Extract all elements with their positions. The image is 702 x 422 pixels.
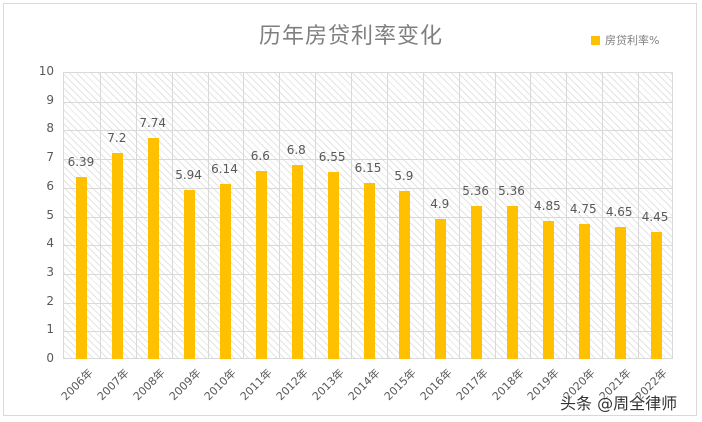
- bar: [614, 226, 626, 359]
- bar: [291, 164, 303, 359]
- gridline-vertical: [602, 73, 604, 358]
- gridline-vertical: [207, 73, 209, 358]
- gridline-vertical: [494, 73, 496, 358]
- y-tick-label: 0: [46, 351, 54, 365]
- legend-label: 房贷利率%: [605, 34, 660, 47]
- bar: [507, 206, 519, 359]
- bar: [255, 170, 267, 359]
- data-label: 6.15: [354, 161, 382, 176]
- data-label: 5.94: [175, 167, 202, 182]
- data-label: 4.65: [605, 204, 633, 219]
- gridline-vertical: [99, 73, 101, 358]
- y-tick-label: 1: [46, 322, 54, 337]
- plot-area: [63, 72, 673, 359]
- bar: [112, 153, 124, 359]
- data-label: 4.85: [534, 198, 561, 213]
- gridline-vertical: [351, 73, 353, 358]
- gridline-vertical: [458, 73, 460, 358]
- bar: [327, 172, 339, 359]
- bar: [184, 189, 196, 359]
- y-tick-label: 3: [46, 264, 54, 279]
- data-label: 5.36: [498, 184, 525, 199]
- bar: [435, 219, 447, 359]
- y-tick-label: 4: [46, 236, 54, 251]
- y-tick-label: 7: [46, 150, 54, 165]
- bar: [471, 206, 483, 359]
- data-label: 4.75: [569, 201, 597, 216]
- gridline-horizontal: [64, 101, 672, 103]
- y-tick-label: 6: [46, 178, 54, 193]
- chart-title: 历年房贷利率变化: [258, 24, 443, 49]
- y-tick-label: 9: [46, 92, 54, 107]
- bar: [399, 190, 411, 359]
- gridline-vertical: [566, 73, 568, 358]
- y-tick-label: 8: [46, 121, 54, 136]
- gridline-vertical: [315, 73, 317, 358]
- gridline-vertical: [135, 73, 137, 358]
- legend-swatch: [591, 35, 600, 45]
- gridline-vertical: [386, 73, 388, 358]
- bar: [578, 223, 590, 359]
- bar: [148, 137, 160, 359]
- data-label: 4.9: [430, 197, 450, 212]
- data-label: 7.2: [107, 131, 127, 146]
- legend: 房贷利率%: [591, 32, 659, 48]
- bar: [542, 220, 554, 359]
- data-label: 6.55: [318, 150, 346, 164]
- gridline-vertical: [171, 73, 173, 358]
- y-tick-label: 5: [46, 207, 54, 222]
- data-label: 6.6: [250, 148, 270, 163]
- data-label: 6.14: [211, 161, 238, 176]
- y-tick-label: 2: [46, 293, 54, 308]
- y-tick-label: 10: [38, 64, 54, 78]
- gridline-vertical: [530, 73, 532, 358]
- gridline-vertical: [422, 73, 424, 358]
- bar: [363, 183, 375, 359]
- data-label: 7.74: [139, 115, 167, 130]
- data-label: 5.9: [394, 168, 414, 183]
- data-label: 4.45: [641, 210, 669, 225]
- gridline-vertical: [638, 73, 640, 358]
- bar: [76, 176, 88, 359]
- gridline-vertical: [243, 73, 245, 358]
- bar: [650, 232, 662, 359]
- gridline-horizontal: [64, 130, 672, 132]
- gridline-vertical: [279, 73, 281, 358]
- gridline-horizontal: [64, 159, 672, 161]
- bar: [219, 183, 231, 359]
- data-label: 6.39: [67, 154, 95, 169]
- watermark: 头条 @周全律师: [560, 394, 678, 413]
- data-label: 5.36: [462, 184, 489, 199]
- data-label: 6.8: [286, 142, 306, 157]
